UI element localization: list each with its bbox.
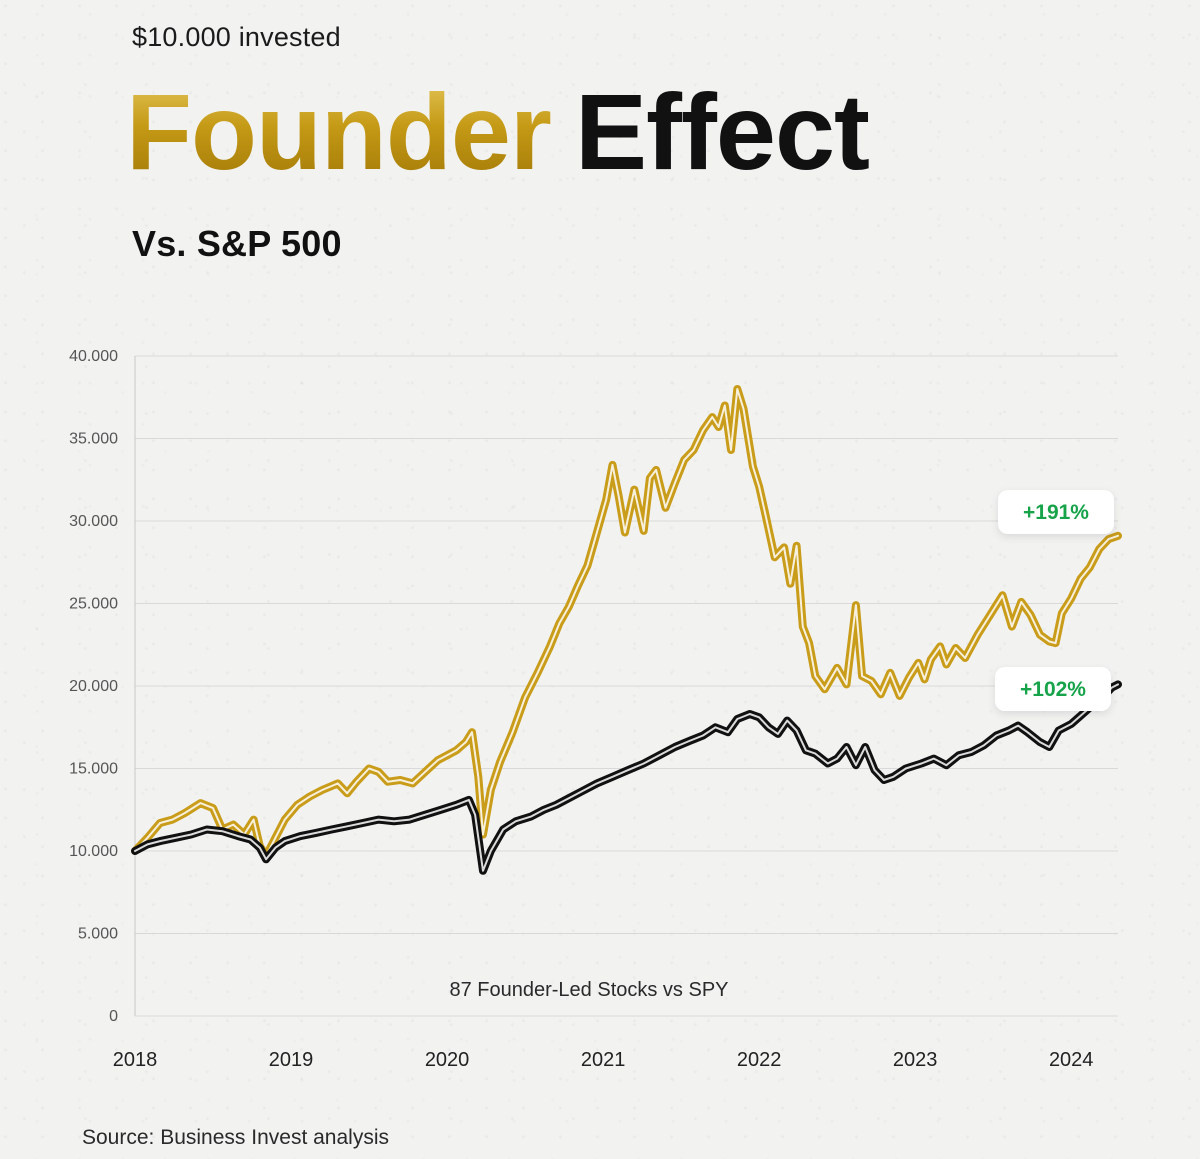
y-tick-label: 40.000 <box>69 348 118 365</box>
y-tick-label: 25.000 <box>69 596 118 613</box>
x-tick-label: 2023 <box>893 1049 938 1071</box>
header: $10.000 invested Founder Effect Vs. S&P 5… <box>0 0 1200 300</box>
series-founder-led <box>131 385 1122 860</box>
founder-return-label: +191% <box>998 490 1114 534</box>
series-end-labels: +191% +102% <box>995 490 1114 711</box>
y-tick-label: 5.000 <box>78 926 118 943</box>
page-title: Founder Effect <box>126 78 870 186</box>
title-founder: Founder <box>126 71 552 192</box>
series-line-outer <box>131 385 1122 860</box>
x-tick-label: 2021 <box>581 1049 626 1071</box>
return-percentage: +102% <box>1020 678 1086 701</box>
y-tick-label: 10.000 <box>69 843 118 860</box>
y-tick-label: 30.000 <box>69 513 118 530</box>
series-line-inner <box>134 683 1119 872</box>
y-tick-label: 15.000 <box>69 761 118 778</box>
series-line-inner <box>134 388 1119 857</box>
chart-series <box>131 385 1122 875</box>
x-tick-label: 2024 <box>1049 1049 1094 1071</box>
invested-subtitle: $10.000 invested <box>132 22 341 52</box>
comparison-label: Vs. S&P 500 <box>132 223 342 264</box>
x-tick-label: 2020 <box>425 1049 470 1071</box>
label-background <box>998 490 1114 534</box>
return-percentage: +191% <box>1023 501 1089 524</box>
spy-return-label: +102% <box>995 667 1111 711</box>
series-spy <box>131 680 1122 875</box>
x-tick-label: 2019 <box>269 1049 314 1071</box>
title-effect: Effect <box>574 71 870 192</box>
x-axis: 2018 2019 2020 2021 2022 2023 2024 <box>113 1049 1094 1071</box>
y-tick-label: 20.000 <box>69 678 118 695</box>
chart-annotation: 87 Founder-Led Stocks vs SPY <box>449 979 728 1001</box>
y-tick-label: 0 <box>109 1008 118 1025</box>
x-tick-label: 2018 <box>113 1049 158 1071</box>
label-background <box>995 667 1111 711</box>
y-tick-label: 35.000 <box>69 431 118 448</box>
y-axis: 0 5.000 10.000 15.000 20.000 25.000 30.000 35.0… <box>69 348 136 1025</box>
source-note: Source: Business Invest analysis <box>82 1126 389 1149</box>
chart-grid <box>135 355 1118 1017</box>
x-tick-label: 2022 <box>737 1049 782 1071</box>
